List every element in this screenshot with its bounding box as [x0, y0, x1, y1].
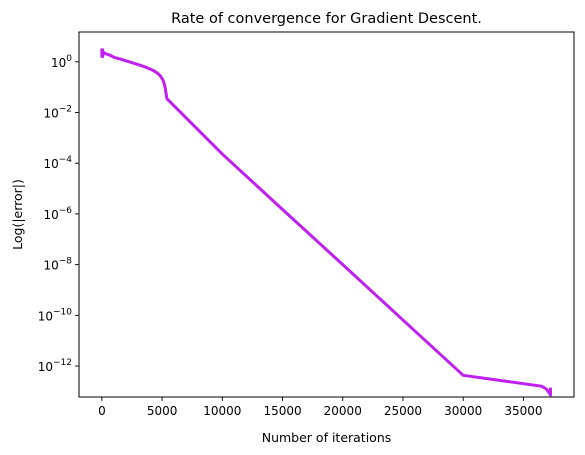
y-tick-label: 10−2: [43, 105, 72, 121]
x-tick-label: 15000: [263, 404, 301, 418]
axis-ticks: 0 5000 10000 15000 20000 25000 30000 35000 100 10…: [38, 54, 543, 418]
y-axis-label: Log(|error|): [10, 179, 25, 250]
x-tick-label: 30000: [444, 404, 482, 418]
y-tick-label: 10−4: [43, 155, 72, 171]
plot-frame: [78, 31, 575, 398]
x-tick-label: 10000: [203, 404, 241, 418]
x-tick-label: 5000: [147, 404, 178, 418]
series-layer: [100, 48, 553, 397]
x-tick-label: 20000: [324, 404, 362, 418]
x-tick-label: 25000: [384, 404, 422, 418]
x-tick-label: 35000: [504, 404, 542, 418]
y-tick-label: 10−8: [43, 257, 72, 273]
y-tick-label: 100: [51, 54, 72, 70]
y-tick-label: 10−10: [38, 307, 73, 323]
x-axis-label: Number of iterations: [262, 430, 392, 445]
y-tick-label: 10−12: [38, 358, 72, 374]
chart-title: Rate of convergence for Gradient Descent…: [171, 11, 482, 27]
y-tick-label: 10−6: [43, 206, 72, 222]
series-line: [100, 48, 553, 397]
x-tick-label: 0: [98, 404, 106, 418]
